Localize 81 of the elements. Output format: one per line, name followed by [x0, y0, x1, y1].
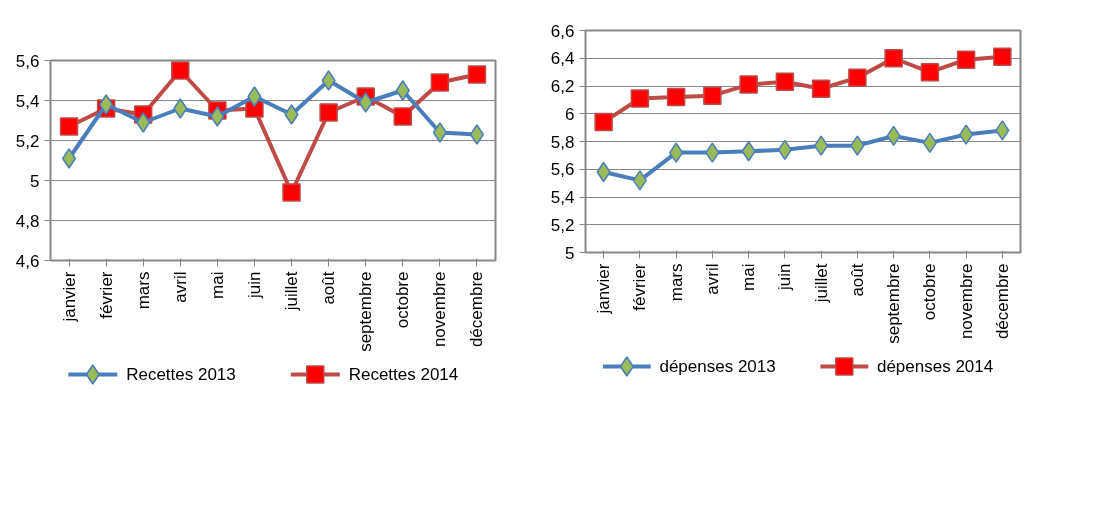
point [594, 112, 613, 132]
point [393, 107, 413, 126]
y-tick-label: 5,6 [15, 51, 40, 71]
x-tick-label: janvier [594, 263, 614, 315]
x-tick-label: mai [207, 271, 227, 299]
point [59, 117, 79, 136]
y-tick-label: 5,4 [550, 188, 575, 207]
point [319, 103, 338, 122]
legend-label: Recettes 2013 [126, 365, 236, 384]
x-tick-label: septembre [356, 271, 376, 352]
point [358, 92, 373, 113]
x-tick-label: août [319, 271, 339, 305]
y-tick-label: 4,6 [15, 251, 40, 271]
legend-label: dépenses 2013 [659, 357, 776, 376]
point [920, 62, 940, 82]
point [884, 49, 903, 68]
point [136, 112, 151, 133]
x-tick-label: novembre [956, 263, 976, 340]
point [666, 87, 686, 107]
point [669, 142, 684, 163]
point [850, 135, 865, 156]
point [210, 106, 225, 127]
x-tick-label: janvier [59, 271, 79, 323]
point [282, 183, 301, 202]
y-tick-label: 5,8 [550, 132, 575, 152]
x-tick-label: avril [702, 263, 722, 295]
point [632, 170, 647, 191]
y-tick-label: 5,2 [550, 215, 575, 235]
y-tick-label: 4,8 [15, 211, 40, 231]
point [811, 79, 831, 99]
y-tick-label: 6,4 [550, 49, 575, 69]
x-tick-label: juillet [282, 271, 302, 312]
x-tick-label: mai [739, 263, 759, 291]
point [775, 72, 795, 92]
point [739, 75, 758, 94]
point [321, 70, 336, 91]
x-tick-label: octobre [920, 263, 940, 321]
y-tick-label: 5,4 [15, 91, 40, 111]
x-tick-label: juillet [811, 263, 831, 304]
x-tick-label: avril [170, 271, 190, 303]
x-tick-label: octobre [393, 271, 413, 329]
y-tick-label: 6,2 [550, 77, 575, 96]
point [993, 47, 1012, 67]
x-tick-label: décembre [467, 271, 487, 348]
y-tick-label: 5 [565, 243, 575, 263]
y-tick-label: 5,2 [15, 131, 40, 151]
point [99, 94, 114, 115]
y-tick-label: 5,6 [550, 160, 575, 180]
point [703, 86, 722, 105]
point [469, 124, 485, 145]
x-tick-label: février [630, 263, 650, 311]
legend-label: dépenses 2014 [876, 357, 994, 376]
x-tick-label: septembre [884, 263, 904, 344]
y-tick-label: 6,6 [550, 21, 575, 41]
x-tick-label: mars [133, 271, 153, 310]
point [959, 124, 974, 145]
x-tick-label: novembre [430, 271, 450, 348]
point [956, 50, 976, 69]
point [432, 122, 447, 143]
point [630, 89, 650, 108]
point [814, 135, 829, 156]
point [61, 148, 77, 169]
x-tick-label: août [847, 263, 867, 297]
point [284, 104, 299, 125]
point [467, 65, 487, 84]
x-tick-label: février [96, 271, 116, 319]
y-tick-label: 6 [565, 104, 575, 124]
x-tick-label: mars [666, 263, 686, 302]
point [173, 98, 188, 119]
y-tick-label: 5 [30, 171, 40, 191]
point [995, 120, 1010, 141]
point [247, 86, 262, 107]
point [848, 68, 867, 87]
point [395, 80, 410, 101]
x-tick-label: juin [244, 271, 264, 299]
point [430, 73, 450, 92]
x-tick-label: décembre [992, 263, 1012, 340]
point [705, 142, 720, 163]
legend-label: Recettes 2014 [348, 365, 459, 384]
x-tick-label: juin [775, 263, 795, 291]
point [171, 61, 190, 80]
